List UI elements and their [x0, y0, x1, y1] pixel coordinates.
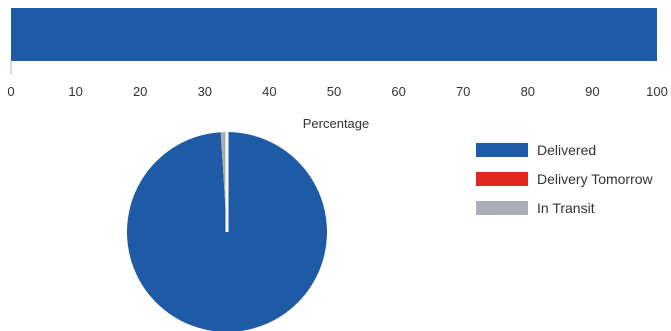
x-tick-label: 10: [68, 84, 82, 99]
legend-label-delivery-tomorrow: Delivery Tomorrow: [537, 171, 654, 187]
legend: Delivered Delivery Tomorrow In Transit: [476, 142, 654, 216]
legend-swatch-in-transit: [476, 201, 528, 215]
pie-slice-delivered: [127, 132, 327, 331]
x-tick-label: 0: [7, 84, 14, 99]
x-tick-label: 50: [327, 84, 341, 99]
x-tick-label: 60: [391, 84, 405, 99]
x-tick-label: 30: [198, 84, 212, 99]
legend-label-delivered: Delivered: [537, 142, 596, 158]
pie-chart: [127, 132, 327, 331]
x-tick-label: 90: [585, 84, 599, 99]
x-tick-label: 100: [646, 84, 668, 99]
bar-delivered: [11, 8, 657, 61]
legend-label-in-transit: In Transit: [537, 200, 595, 216]
x-tick-label: 40: [262, 84, 276, 99]
legend-swatch-delivered: [476, 143, 528, 157]
legend-swatch-delivery-tomorrow: [476, 172, 528, 186]
x-axis-title: Percentage: [303, 116, 370, 131]
bar-chart: [11, 8, 657, 61]
pie-slice-in-transit: [220, 132, 227, 232]
x-tick-label: 80: [521, 84, 535, 99]
x-axis: 0 10 20 30 40 50 60 70 80 90 100: [7, 61, 668, 99]
x-tick-label: 70: [456, 84, 470, 99]
x-tick-label: 20: [133, 84, 147, 99]
